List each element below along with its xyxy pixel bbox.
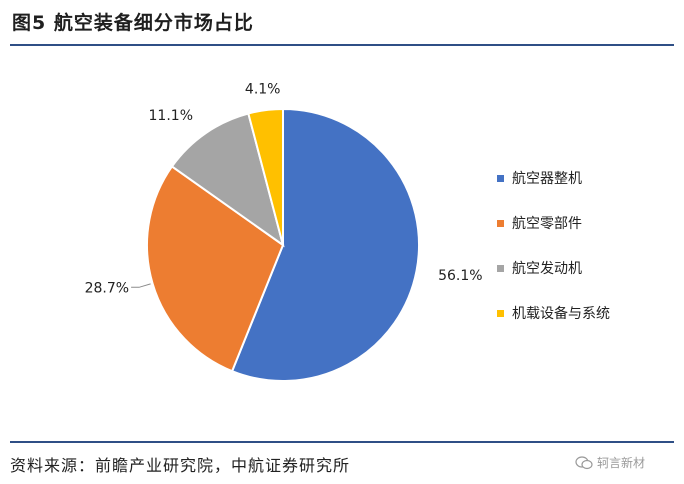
- legend-label-engine: 航空发动机: [512, 261, 582, 277]
- pie-slice-engine: [170, 112, 285, 248]
- legend-item-engine: 航空发动机: [497, 258, 667, 278]
- watermark: 轲言新材: [575, 454, 645, 471]
- data-label-engine: 11.1%: [149, 108, 193, 124]
- legend-swatch-parts: [497, 219, 504, 227]
- data-label-parts: 28.7%: [85, 280, 129, 296]
- legend-item-airframe: 航空器整机: [497, 168, 667, 188]
- source-note: 资料来源：前瞻产业研究院，中航证券研究所: [10, 456, 351, 475]
- legend-item-parts: 航空零部件: [497, 213, 667, 233]
- leader-line-parts: [131, 283, 151, 288]
- data-label-airframe: 56.1%: [438, 268, 482, 284]
- pie-slice-airframe: [230, 107, 420, 382]
- legend-swatch-airframe: [497, 174, 504, 182]
- legend-label-parts: 航空零部件: [512, 216, 582, 232]
- wechat-icon: [575, 455, 593, 470]
- legend-swatch-avionics: [497, 309, 504, 317]
- legend-label-airframe: 航空器整机: [512, 171, 582, 187]
- pie-slice-parts: [146, 165, 285, 373]
- legend-swatch-engine: [497, 264, 504, 272]
- chart-legend: 航空器整机 航空零部件 航空发动机 机载设备与系统: [497, 168, 667, 348]
- footer-divider: [10, 441, 674, 443]
- legend-item-avionics: 机载设备与系统: [497, 303, 667, 323]
- watermark-text: 轲言新材: [597, 456, 646, 470]
- header-divider: [10, 44, 674, 46]
- page-title: 图5 航空装备细分市场占比: [12, 12, 254, 34]
- data-label-avionics: 4.1%: [245, 81, 281, 97]
- legend-label-avionics: 机载设备与系统: [512, 306, 610, 322]
- pie-chart: 56.1% 28.7% 11.1% 4.1%: [85, 81, 483, 382]
- pie-slice-avionics: [247, 107, 284, 246]
